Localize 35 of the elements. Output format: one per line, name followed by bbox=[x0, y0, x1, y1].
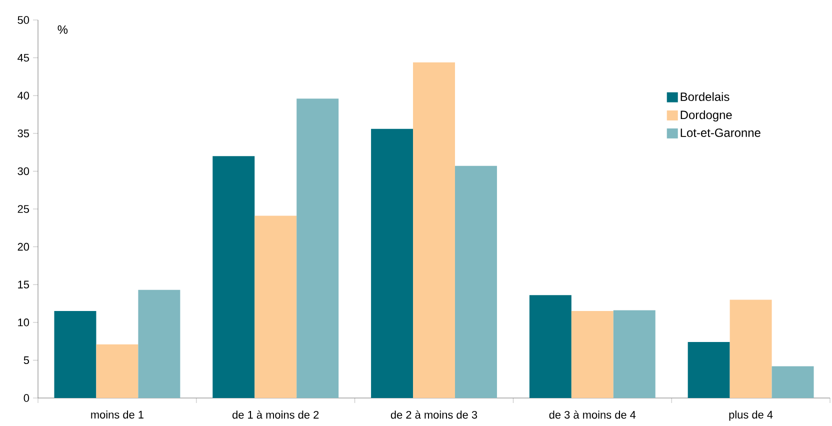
bar bbox=[688, 342, 730, 398]
bar bbox=[529, 295, 572, 398]
y-tick-label: 15 bbox=[18, 280, 30, 288]
y-tick-label: 20 bbox=[18, 242, 30, 251]
bar bbox=[296, 98, 339, 398]
bar bbox=[212, 156, 255, 398]
y-tick-label: 45 bbox=[18, 54, 30, 62]
legend-label: Bordelais bbox=[680, 92, 730, 101]
y-tick-label: 50 bbox=[18, 16, 30, 24]
y-tick-label: 5 bbox=[24, 356, 30, 364]
bar bbox=[54, 311, 96, 398]
bar bbox=[454, 166, 497, 398]
bar bbox=[571, 311, 614, 398]
x-tick-label: de 1 à moins de 2 bbox=[232, 410, 319, 419]
bar bbox=[613, 310, 656, 398]
legend-label: Lot-et-Garonne bbox=[680, 128, 760, 137]
bar bbox=[254, 216, 297, 398]
bar bbox=[371, 128, 414, 398]
y-tick-label: 0 bbox=[24, 394, 30, 402]
bar bbox=[138, 290, 180, 398]
bar bbox=[772, 366, 814, 398]
y-axis-title: % bbox=[58, 25, 68, 34]
y-tick-label: 10 bbox=[18, 318, 30, 326]
bar bbox=[96, 344, 138, 398]
bar bbox=[730, 300, 772, 398]
legend-label: Dordogne bbox=[680, 110, 732, 122]
x-tick-label: de 2 à moins de 3 bbox=[390, 410, 478, 419]
y-tick-label: 30 bbox=[18, 167, 30, 176]
bar bbox=[413, 62, 455, 398]
y-tick-label: 35 bbox=[18, 130, 30, 138]
y-tick-label: 25 bbox=[18, 205, 30, 213]
x-tick-label: plus de 4 bbox=[729, 410, 773, 421]
y-tick-label: 40 bbox=[18, 92, 30, 100]
x-tick-label: moins de 1 bbox=[91, 410, 144, 419]
x-tick-label: de 3 à moins de 4 bbox=[549, 410, 636, 419]
